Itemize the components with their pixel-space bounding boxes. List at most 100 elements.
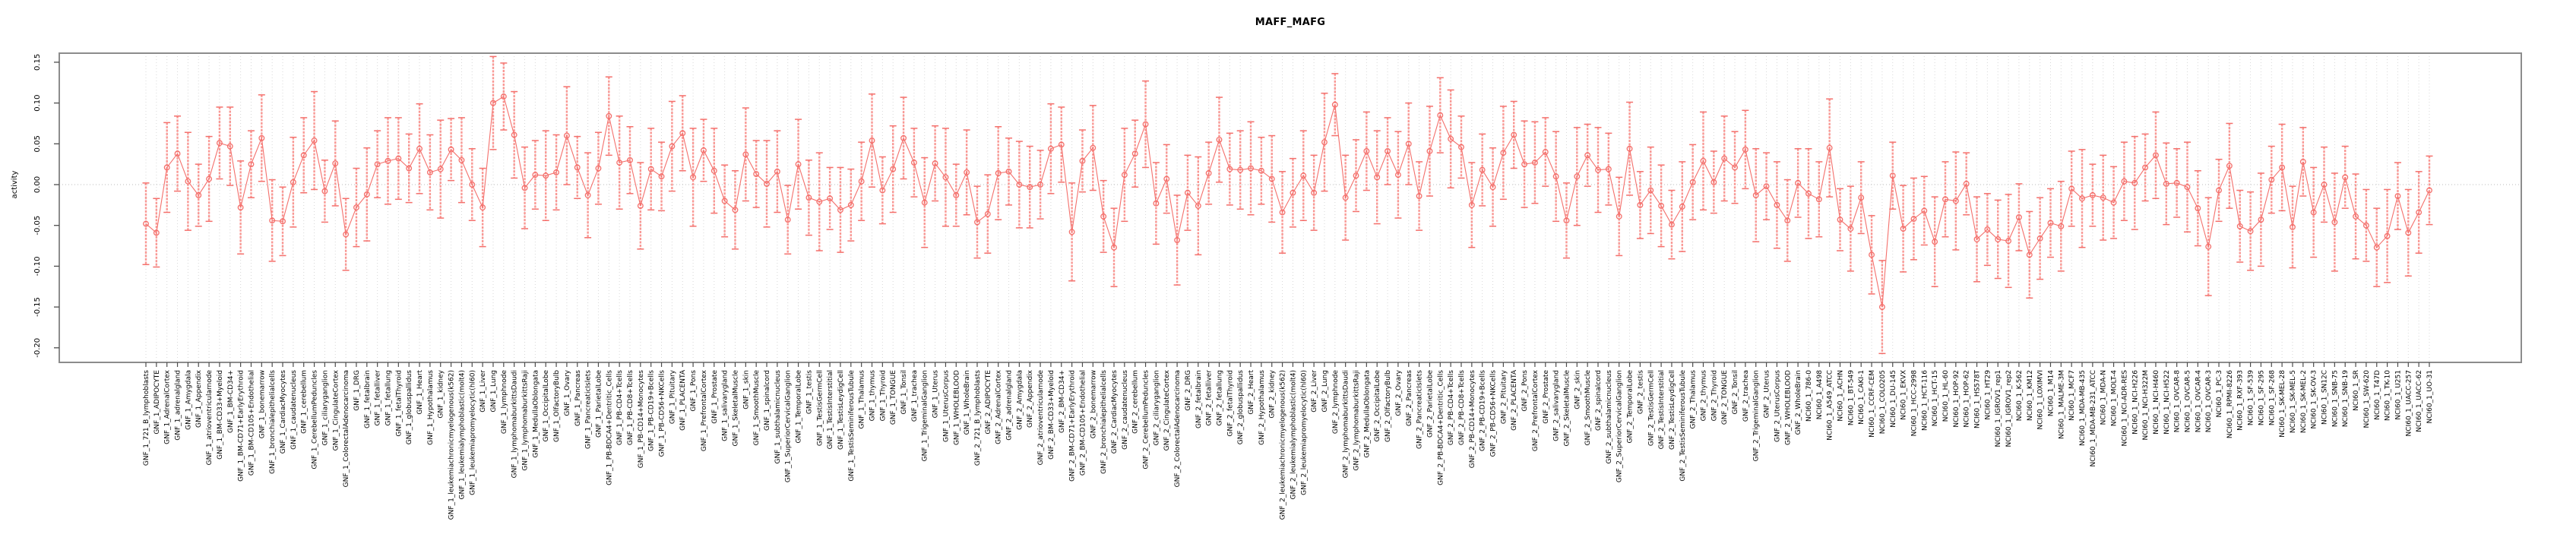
x-category-label: NCI60_1_NCI-H460 — [2153, 370, 2160, 435]
y-tick-label: 0.15 — [33, 54, 42, 71]
data-point — [1090, 144, 1097, 151]
x-category-label: GNF_2_fetalThyroid — [1226, 370, 1234, 437]
x-category-label: NCI60_1_SNB-75 — [2331, 370, 2339, 427]
data-point — [1342, 194, 1349, 201]
x-category-label: GNF_1_leukemiapromyelocytic(hl60) — [469, 370, 476, 495]
x-category-label: GNF_2_Uterus — [1764, 370, 1771, 419]
x-category-label: GNF_1_Amygdala — [185, 370, 192, 430]
data-point — [1837, 217, 1843, 223]
x-category-label: GNF_1_ciliaryganglion — [321, 370, 329, 445]
x-category-label: GNF_2_UterusCorpus — [1774, 370, 1781, 442]
data-point — [1521, 161, 1528, 168]
x-category-label: NCI60_1_UACC-257 — [2405, 370, 2413, 436]
x-category-label: GNF_1_TONGUE — [890, 370, 897, 425]
data-point — [1605, 166, 1612, 172]
data-point — [1163, 175, 1170, 182]
x-category-label: GNF_2_Pons — [1521, 370, 1529, 412]
x-category-label: GNF_2_PB-CD56+NKCells — [1490, 370, 1498, 457]
data-point — [332, 160, 339, 167]
x-category-label: GNF_2_Pancreas — [1406, 370, 1413, 426]
data-point — [321, 188, 328, 194]
data-point — [2416, 209, 2423, 216]
data-point — [2216, 187, 2222, 194]
data-point — [1111, 244, 1117, 251]
y-tick-label: -0.10 — [33, 256, 42, 276]
data-point — [627, 157, 633, 163]
data-point — [1353, 172, 1359, 179]
data-point — [363, 191, 370, 198]
data-point — [2342, 174, 2349, 181]
x-category-label: GNF_2_bronchialepithelialcells — [1100, 370, 1108, 474]
data-point — [2290, 223, 2296, 230]
x-category-label: GNF_2_bonemarrow — [1090, 370, 1097, 438]
data-point — [543, 172, 549, 179]
x-category-label: GNF_2_AdrenalCortex — [995, 369, 1003, 444]
x-category-label: NCI60_1_A549_ATCC — [1827, 370, 1834, 441]
x-category-label: GNF_1_CerebellumPeduncles — [312, 370, 319, 470]
x-category-label: GNF_1_testis — [805, 370, 813, 414]
x-category-label: NCI60_1_NCI-H322M — [2142, 370, 2150, 440]
data-point — [1742, 146, 1748, 153]
x-category-label: NCI60_1_CAKI-1 — [1858, 370, 1866, 425]
x-category-label: GNF_1_SuperiorCervicalGanglion — [785, 370, 793, 482]
x-category-label: GNF_1_WholeBrain — [964, 370, 971, 435]
x-category-label: NCI60_1_SK-MEL-28 — [2279, 370, 2286, 438]
x-category-label: GNF_2_PB-CD19+Bcells — [1479, 370, 1487, 451]
data-point — [1805, 190, 1812, 197]
data-point — [1563, 217, 1570, 224]
data-point — [616, 160, 623, 166]
data-point — [1394, 172, 1401, 179]
x-category-label: GNF_2_CerebellumPeduncles — [1143, 370, 1150, 470]
x-category-label: GNF_2_Hypothalamus — [1258, 370, 1266, 445]
data-point — [2121, 178, 2128, 185]
x-category-label: NCI60_1_HOP-62 — [1964, 370, 1971, 428]
data-point — [532, 172, 539, 179]
data-point — [1637, 201, 1644, 208]
data-point — [1932, 239, 1938, 245]
data-point — [974, 219, 980, 226]
x-category-label: GNF_1_ParietalLobe — [595, 370, 603, 438]
x-category-label: GNF_1_salivarygland — [722, 370, 729, 441]
data-point — [2026, 251, 2033, 258]
data-point — [1100, 213, 1107, 220]
data-point — [374, 161, 381, 168]
data-point — [1942, 196, 1948, 203]
data-point — [1058, 141, 1065, 148]
x-category-label: NCI60_1_NCI-H226 — [2131, 370, 2139, 435]
x-category-label: GNF_2_caudatenucleus — [1122, 370, 1129, 450]
x-category-label: NCI60_1_SR — [2353, 370, 2360, 411]
x-category-label: NCI60_1_SK-MEL-5 — [2290, 370, 2297, 433]
x-category-label: GNF_1_cerebellum — [301, 370, 309, 434]
data-point — [1658, 202, 1665, 209]
data-point — [1531, 160, 1538, 166]
x-category-label: GNF_2_testis — [1637, 370, 1644, 414]
data-point — [521, 185, 528, 191]
x-category-label: GNF_1_CardiacMyocytes — [280, 370, 287, 454]
x-category-label: GNF_1_fetalThyroid — [395, 370, 403, 437]
x-category-label: GNF_2_spinalcord — [1595, 370, 1603, 431]
data-point — [1889, 172, 1896, 179]
data-point — [1458, 144, 1464, 150]
x-category-label: GNF_2_TestisInterstitial — [1658, 370, 1666, 449]
data-point — [890, 166, 897, 172]
data-point — [1068, 229, 1075, 236]
x-category-label: NCI60_1_UO-31 — [2426, 370, 2434, 423]
x-category-label: GNF_2_TestisSeminiferousTubule — [1679, 370, 1687, 482]
data-point — [837, 207, 843, 213]
x-category-label: GNF_1_subthalamicnucleus — [774, 370, 782, 464]
y-tick-label: 0.05 — [33, 135, 42, 152]
x-category-label: NCI60_1_SW-620 — [2363, 370, 2371, 428]
x-category-label: GNF_2_fetallung — [1216, 370, 1223, 425]
data-point — [311, 138, 318, 144]
gridlines — [145, 53, 2430, 362]
x-category-label: NCI60_1_LOXIMVI — [2037, 370, 2045, 429]
data-point — [1363, 148, 1370, 154]
x-category-label: GNF_2_Liver — [1311, 370, 1318, 413]
x-category-label: GNF_1_MedullaOblongata — [532, 370, 540, 458]
data-point — [2142, 164, 2149, 171]
x-category-label: NCI60_1_SK-OV-3 — [2311, 370, 2318, 429]
x-category-label: GNF_1_PB-CD56+NKCells — [659, 370, 666, 457]
x-category-label: GNF_2_adrenalgland — [1006, 370, 1014, 441]
data-point — [1647, 187, 1654, 194]
data-point — [1784, 217, 1791, 224]
